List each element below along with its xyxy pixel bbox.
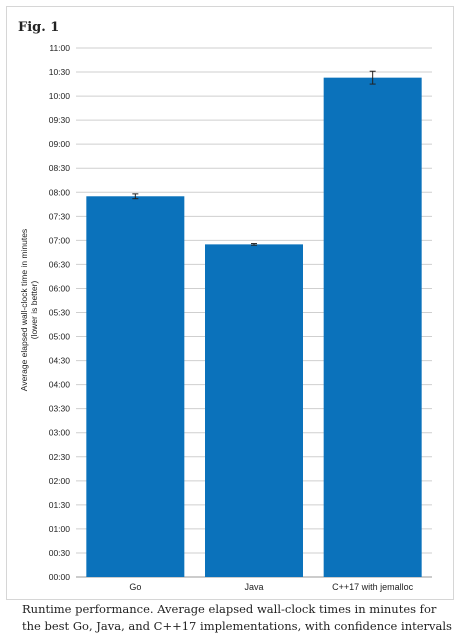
y-tick-label: 03:30: [49, 404, 71, 414]
y-tick-label: 00:00: [49, 572, 71, 582]
y-axis-sublabel: (lower is better): [29, 281, 39, 340]
error-bar: [369, 70, 376, 85]
y-tick-labels: 00:00 00:30 01:00 01:30 02:00 02:30 03:00 03:30…: [49, 43, 71, 582]
y-tick-label: 03:00: [49, 428, 71, 438]
x-category-label: C++17 with jemalloc: [332, 582, 414, 592]
figure-caption: Runtime performance. Average elapsed wal…: [22, 602, 452, 633]
y-tick-label: 06:00: [49, 283, 71, 293]
bar: [323, 77, 422, 577]
y-tick-label: 09:00: [49, 139, 71, 149]
bar-chart: 00:00 00:30 01:00 01:30 02:00 02:30 03:00 03:30…: [19, 43, 432, 592]
y-tick-label: 08:30: [49, 163, 71, 173]
y-tick-label: 10:30: [49, 67, 71, 77]
y-tick-label: 07:30: [49, 211, 71, 221]
y-tick-label: 09:30: [49, 115, 71, 125]
error-bar: [251, 243, 257, 246]
bars: [86, 77, 422, 577]
y-tick-label: 01:00: [49, 524, 71, 534]
y-tick-label: 11:00: [49, 43, 70, 53]
figure-label: Fig. 1: [18, 20, 60, 35]
y-tick-label: 10:00: [49, 91, 71, 101]
x-category-labels: Go Java C++17 with jemalloc: [129, 582, 413, 592]
x-category-label: Java: [244, 582, 263, 592]
y-tick-label: 02:00: [49, 476, 71, 486]
y-tick-label: 04:00: [49, 380, 71, 390]
y-tick-label: 06:30: [49, 259, 71, 269]
y-tick-label: 04:30: [49, 356, 71, 366]
error-bars: [132, 70, 376, 246]
y-axis-label: Average elapsed wall-clock time in minut…: [19, 229, 29, 391]
error-bar: [132, 193, 139, 200]
y-tick-label: 00:30: [49, 548, 71, 558]
x-category-label: Go: [129, 582, 141, 592]
bar: [86, 196, 185, 577]
y-tick-label: 08:00: [49, 187, 71, 197]
y-tick-label: 02:30: [49, 452, 71, 462]
y-tick-label: 01:30: [49, 500, 71, 510]
y-tick-label: 07:00: [49, 235, 71, 245]
y-tick-label: 05:00: [49, 332, 71, 342]
bar: [205, 244, 303, 577]
y-tick-label: 05:30: [49, 308, 71, 318]
